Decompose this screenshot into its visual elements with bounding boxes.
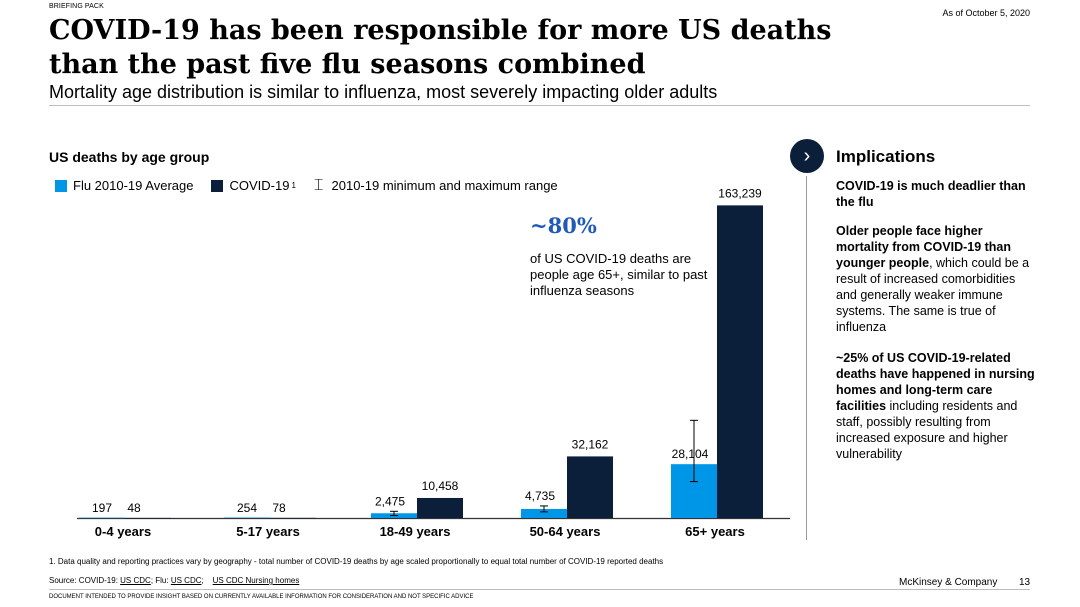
chart-legend: Flu 2010-19 Average COVID-19 1 ⌶ 2010-19…: [55, 176, 576, 194]
category-label-3: 50-64 years: [530, 524, 601, 539]
implication-2: Older people face higher mortality from …: [836, 223, 1036, 335]
page-number: 13: [1019, 577, 1031, 588]
briefing-pack-label: BRIEFING PACK: [49, 3, 104, 10]
covid-value-label-1: 78: [272, 501, 286, 515]
page-subtitle: Mortality age distribution is similar to…: [49, 82, 718, 102]
legend-label-range: 2010-19 minimum and maximum range: [331, 178, 558, 193]
page-title: COVID-19 has been responsible for more U…: [49, 15, 832, 80]
covid-value-label-2: 10,458: [422, 479, 459, 493]
legend-swatch-covid: [211, 179, 224, 192]
range-bar-icon: ⌶: [313, 176, 324, 194]
source-line: Source: COVID-19: US CDC; Flu: US CDC; U…: [49, 576, 299, 585]
covid-bar-4: [717, 205, 763, 518]
covid-bar-3: [567, 456, 613, 518]
flu-value-label-4: 28,104: [672, 447, 709, 461]
footer-divider: [49, 589, 1030, 590]
chart-title: US deaths by age group: [49, 149, 210, 165]
implication-3-text: including residents and staff, possibly …: [836, 399, 1018, 461]
source-separator-2: ;: [201, 576, 204, 585]
implication-2-bold: Older people face higher mortality from …: [836, 224, 1012, 270]
covid-value-label-4: 163,239: [718, 186, 762, 200]
as-of-date: As of October 5, 2020: [942, 8, 1030, 18]
brand-name: McKinsey & Company: [899, 577, 998, 588]
flu-value-label-2: 2,475: [375, 494, 405, 508]
implication-3-bold: ~25% of US COVID-19-related deaths have …: [836, 351, 1035, 413]
flu-value-label-3: 4,735: [525, 489, 555, 503]
category-label-1: 5-17 years: [236, 524, 300, 539]
covid-bar-1: [270, 517, 316, 519]
flu-bar-3: [521, 508, 567, 518]
flu-value-label-0: 197: [92, 501, 112, 515]
category-label-4: 65+ years: [685, 524, 745, 539]
callout-text: of US COVID-19 deaths are people age 65+…: [530, 251, 708, 298]
source-link-nursing-homes[interactable]: US CDC Nursing homes: [212, 576, 300, 585]
implication-2-text: , which could be a result of increased c…: [836, 256, 1030, 334]
category-label-0: 0-4 years: [95, 524, 151, 539]
section-divider: [806, 176, 807, 540]
source-link-covid[interactable]: US CDC: [120, 576, 151, 585]
covid-bar-0: [125, 517, 171, 519]
legend-item-covid: COVID-19 1: [211, 178, 296, 193]
legend-swatch-flu: [55, 179, 67, 192]
flu-bar-1: [224, 517, 270, 519]
legend-label-covid: COVID-19: [229, 178, 290, 193]
flu-value-label-1: 254: [237, 501, 257, 515]
callout-percentage: ~80%: [530, 213, 597, 238]
header-divider: [49, 105, 1030, 106]
covid-value-label-0: 48: [127, 501, 141, 515]
source-separator-1: ; Flu:: [150, 576, 171, 585]
footnote: 1. Data quality and reporting practices …: [49, 557, 664, 566]
source-link-flu[interactable]: US CDC: [170, 576, 202, 585]
category-label-2: 18-49 years: [380, 524, 451, 539]
flu-bar-0: [79, 517, 125, 519]
source-prefix: Source: COVID-19:: [49, 576, 121, 585]
implication-1-bold: COVID-19 is much deadlier than the flu: [836, 179, 1026, 209]
implication-3: ~25% of US COVID-19-related deaths have …: [836, 350, 1036, 462]
legend-footnote-marker: 1: [291, 181, 296, 190]
legend-label-flu: Flu 2010-19 Average: [73, 178, 194, 193]
covid-value-label-3: 32,162: [572, 437, 609, 451]
implications-heading: Implications: [836, 147, 936, 166]
disclaimer: DOCUMENT INTENDED TO PROVIDE INSIGHT BAS…: [49, 594, 474, 600]
chevron-right-icon: ›: [790, 139, 824, 173]
implication-1: COVID-19 is much deadlier than the flu: [836, 178, 1036, 210]
covid-bar-2: [417, 497, 463, 518]
legend-item-range: ⌶ 2010-19 minimum and maximum range: [313, 176, 558, 194]
legend-item-flu: Flu 2010-19 Average: [55, 178, 193, 193]
